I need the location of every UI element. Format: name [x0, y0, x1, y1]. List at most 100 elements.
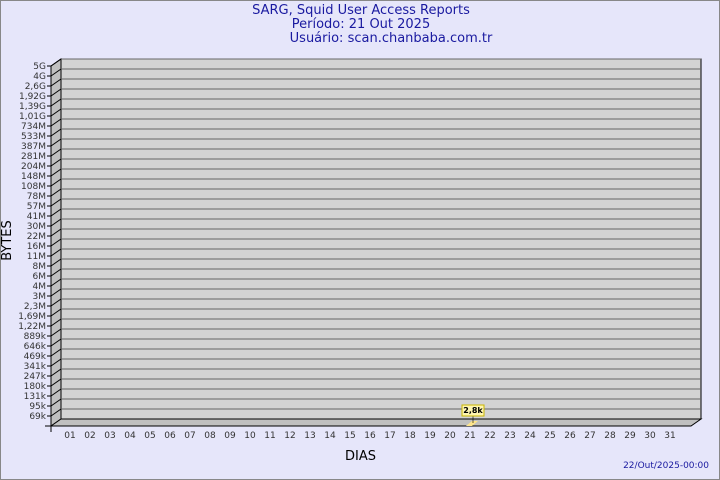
x-tick-label: 28	[604, 431, 616, 441]
y-tick-slant	[50, 368, 62, 377]
y-tick-slant	[50, 218, 62, 227]
y-tick-slant	[50, 408, 62, 417]
y-tick-label: 1,01G	[19, 112, 46, 122]
y-tick-slant	[50, 228, 62, 237]
y-tick-slant	[50, 68, 62, 77]
y-tick-label: 4M	[33, 282, 47, 292]
x-tick-label: 07	[184, 431, 195, 441]
y-tick-label: 1,22M	[18, 322, 46, 332]
y-tick-label: 2,3M	[24, 302, 46, 312]
y-tick-label: 6M	[33, 272, 47, 282]
y-tick-slant	[50, 398, 62, 407]
y-tick-slant	[50, 288, 62, 297]
x-tick-label: 06	[164, 431, 176, 441]
x-tick-label: 27	[584, 431, 595, 441]
x-tick-label: 31	[664, 431, 675, 441]
x-tick-label: 30	[644, 431, 656, 441]
y-tick-slant	[50, 378, 62, 387]
data-label: 2,8k	[463, 406, 483, 415]
y-tick-slant	[50, 88, 62, 97]
x-tick-label: 16	[364, 431, 376, 441]
x-tick-label: 15	[344, 431, 355, 441]
y-tick-slant	[50, 108, 62, 117]
y-tick-label: 30M	[27, 222, 46, 232]
y-tick-label: 41M	[27, 212, 46, 222]
y-tick-slant	[50, 348, 62, 357]
y-tick-label: 22M	[27, 232, 46, 242]
y-tick-label: 148M	[21, 172, 46, 182]
bar	[466, 421, 478, 426]
x-axis-label: DIAS	[345, 449, 376, 464]
y-tick-label: 131k	[24, 392, 47, 402]
y-tick-slant	[50, 138, 62, 147]
y-tick-slant	[50, 148, 62, 157]
x-tick-label: 19	[424, 431, 436, 441]
x-tick-label: 24	[524, 431, 536, 441]
data-label-box	[461, 404, 485, 417]
y-tick-label: 69k	[29, 412, 46, 422]
y-tick-slant	[50, 308, 62, 317]
y-tick-label: 11M	[27, 252, 46, 262]
y-tick-label: 3M	[33, 292, 47, 302]
y-tick-label: 204M	[21, 162, 46, 172]
chart-period: Período: 21 Out 2025	[291, 17, 431, 32]
y-tick-label: 180k	[24, 382, 47, 392]
y-tick-slant	[50, 268, 62, 277]
x-tick-label: 12	[284, 431, 295, 441]
y-tick-label: 78M	[27, 192, 46, 202]
x-tick-label: 23	[504, 431, 515, 441]
y-tick-label: 469k	[24, 352, 47, 362]
y-tick-label: 341k	[24, 362, 47, 372]
x-tick-label: 02	[84, 431, 95, 441]
y-tick-slant	[50, 208, 62, 217]
y-tick-label: 1,69M	[18, 312, 46, 322]
y-tick-slant	[50, 328, 62, 337]
y-tick-label: 4G	[33, 72, 46, 82]
x-tick-label: 09	[224, 431, 236, 441]
y-tick-label: 387M	[21, 142, 46, 152]
y-tick-slant	[50, 78, 62, 87]
y-tick-label: 16M	[27, 242, 46, 252]
floor	[49, 418, 703, 427]
x-tick-label: 17	[384, 431, 395, 441]
y-tick-slant	[50, 238, 62, 247]
y-tick-label: 247k	[24, 372, 47, 382]
y-tick-slant	[50, 318, 62, 327]
chart-title: SARG, Squid User Access Reports	[252, 3, 470, 18]
y-tick-slant	[50, 258, 62, 267]
x-tick-label: 04	[124, 431, 136, 441]
y-axis-label: BYTES	[0, 220, 15, 261]
y-tick-slant	[50, 188, 62, 197]
x-tick-label: 18	[404, 431, 416, 441]
y-tick-label: 281M	[21, 152, 46, 162]
x-tick-label: 01	[64, 431, 75, 441]
x-tick-label: 10	[244, 431, 256, 441]
x-tick-label: 22	[484, 431, 495, 441]
x-tick-label: 25	[544, 431, 555, 441]
x-tick-label: 13	[304, 431, 315, 441]
y-tick-slant	[50, 248, 62, 257]
chart-user: Usuário: scan.chanbaba.com.tr	[289, 31, 493, 46]
x-tick-label: 14	[324, 431, 336, 441]
y-tick-label: 889k	[24, 332, 47, 342]
x-tick-label: 20	[444, 431, 456, 441]
x-tick-label: 21	[464, 431, 475, 441]
y-tick-slant	[50, 98, 62, 107]
y-tick-slant	[50, 58, 62, 67]
y-tick-slant	[50, 298, 62, 307]
y-tick-slant	[50, 178, 62, 187]
y-tick-slant	[50, 278, 62, 287]
y-tick-label: 5G	[33, 62, 46, 72]
y-tick-slant	[50, 128, 62, 137]
y-tick-slant	[50, 158, 62, 167]
x-tick-label: 26	[564, 431, 576, 441]
y-tick-label: 2,6G	[25, 82, 46, 92]
y-tick-label: 646k	[24, 342, 47, 352]
y-tick-label: 57M	[27, 202, 46, 212]
y-tick-slant	[50, 358, 62, 367]
y-tick-label: 1,92G	[19, 92, 46, 102]
y-tick-slant	[50, 168, 62, 177]
y-tick-slant	[50, 198, 62, 207]
